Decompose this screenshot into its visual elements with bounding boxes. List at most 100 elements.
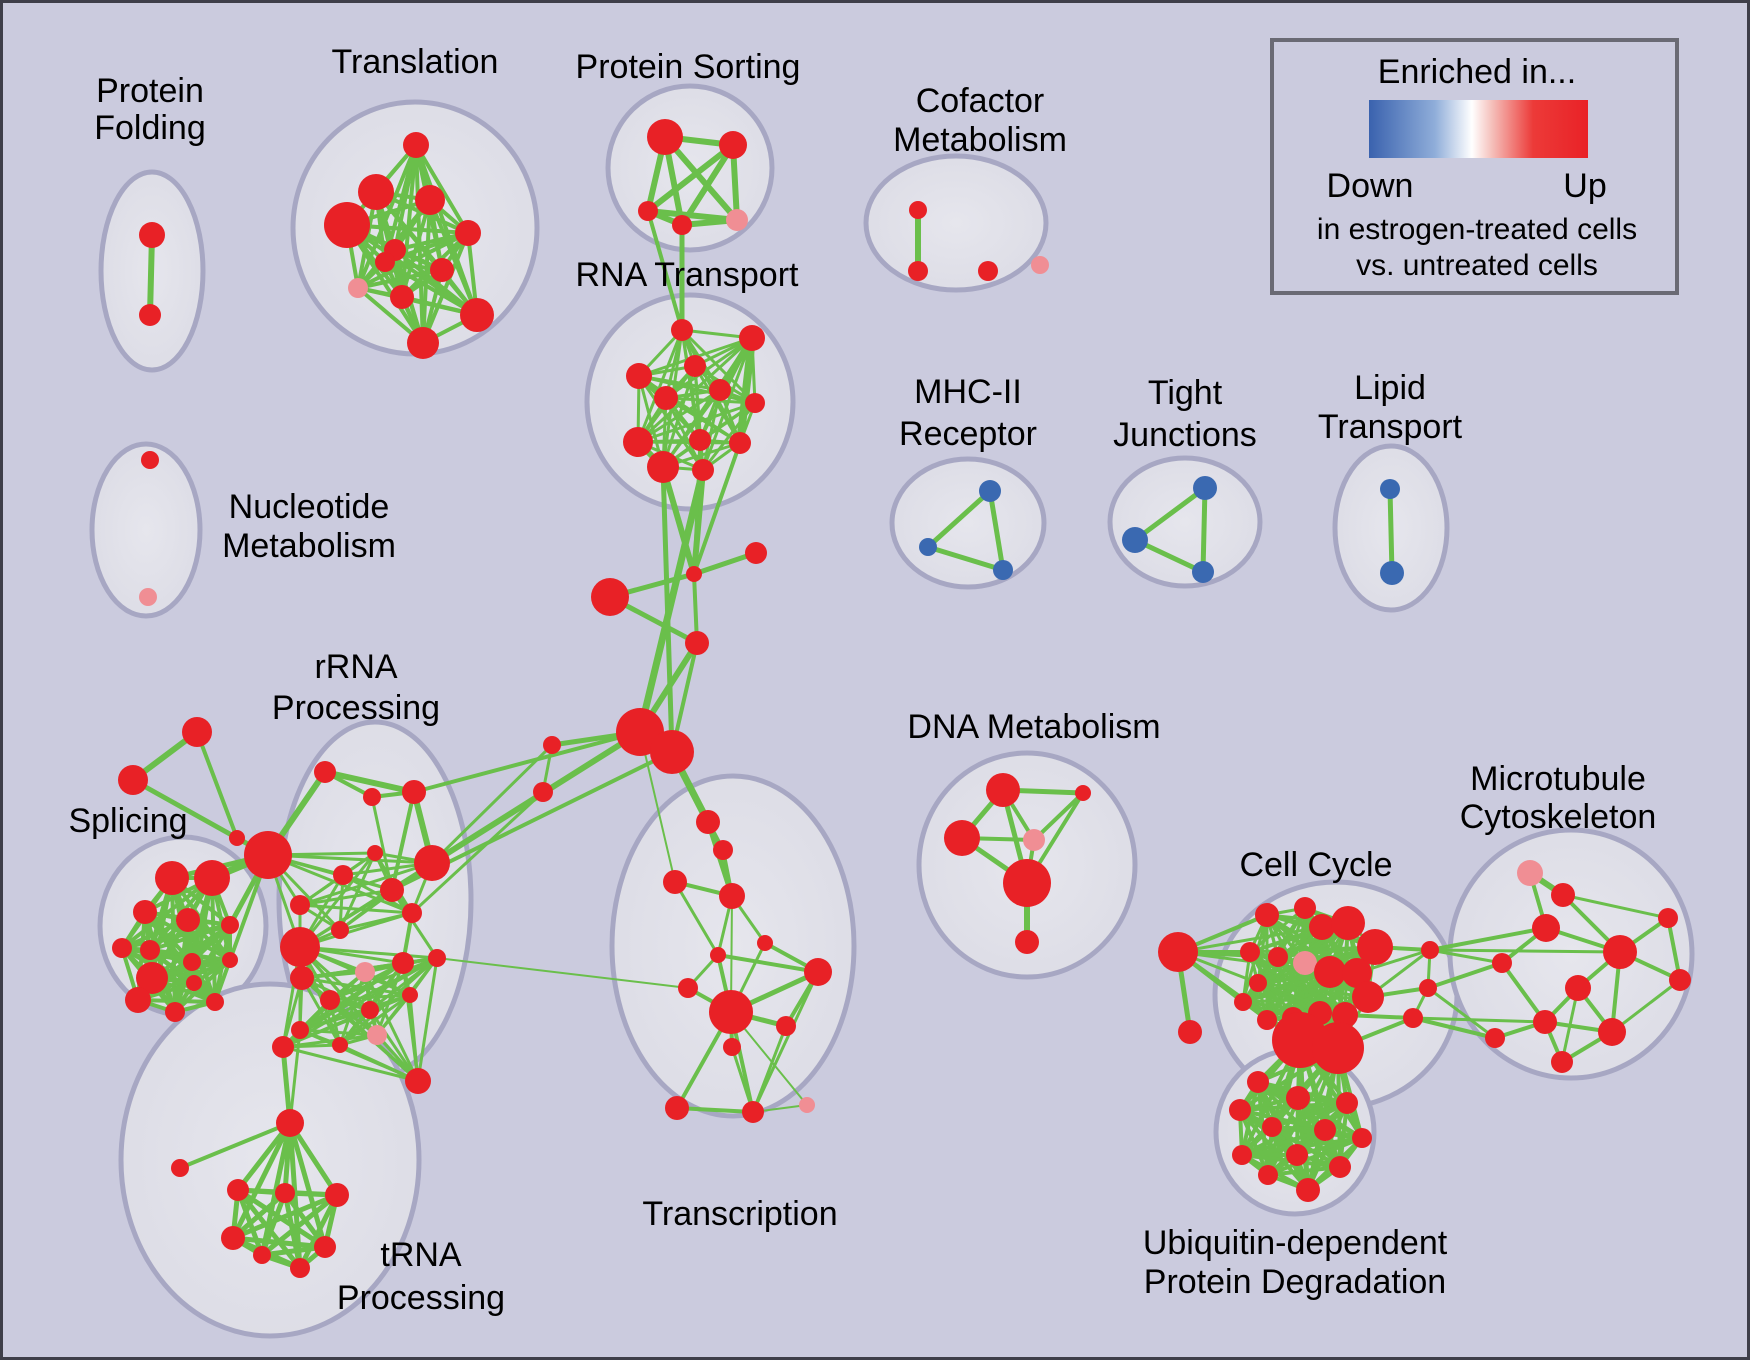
gene-set-node-tl8 [348,278,368,298]
edge-tl6-tl11 [421,231,470,345]
gene-set-node-rr3 [402,780,426,804]
cluster-label-dna-metabolism: DNA Metabolism [907,708,1160,746]
edge-mt8-mt12 [1610,978,1682,1034]
edge-hub1-rr3 [412,730,642,794]
gene-set-node-ct4 [685,631,709,655]
cluster-label-mhc-ii-receptor: MHC-II Receptor [899,373,1037,453]
gene-set-node-rt7 [745,393,765,413]
gene-set-node-sp12 [165,1002,185,1022]
gene-set-node-rr20 [367,1025,387,1045]
gene-set-node-dm3 [1075,785,1091,801]
gene-set-node-ub6 [1314,1119,1336,1141]
cluster-ellipse-tight-junctions [1107,455,1263,589]
gene-set-node-rt8 [623,427,653,457]
gene-set-node-cc2 [1178,1020,1202,1044]
gene-set-node-co3 [978,261,998,281]
edge-sp2-sp6 [120,876,214,950]
gene-set-node-sat2 [533,782,553,802]
edge-rr8-rr13 [298,903,414,915]
gene-set-node-rt12 [692,459,714,481]
gene-set-node-mh2 [919,538,937,556]
legend-box [1270,38,1679,295]
edge-tk0-tk4 [230,1120,293,1241]
edge-rr1-rr3 [322,769,417,795]
gene-set-node-tx6 [710,947,726,963]
edge-tk2-tk5 [259,1190,288,1258]
edge-dm3-dm4 [1032,791,1085,842]
gene-set-node-sp2 [194,860,230,896]
edge-mh1-mh3 [987,488,1006,573]
gene-set-node-ub12 [1296,1178,1320,1202]
gene-set-node-ub9 [1286,1144,1308,1166]
gene-set-node-rr4 [367,845,383,861]
edge-rr16-rr21 [408,993,420,1083]
edge-tk0-ti0 [178,1121,292,1170]
edge-rr17-rr20 [298,1028,379,1037]
edge-tx6-tx7 [716,953,820,974]
gene-set-node-sp14 [222,952,238,968]
edge-rr7-rh2 [298,861,434,949]
gene-set-node-cc4 [1294,897,1316,919]
edge-ccn3-mt9 [1411,1016,1497,1040]
gene-set-node-sp3 [133,900,157,924]
gene-set-node-cc13 [1352,981,1384,1013]
edge-sp12-sp14 [173,958,232,1014]
edge-tl5-tl9 [400,198,432,299]
gene-set-node-cc3 [1255,903,1279,927]
gene-set-node-tl12 [375,252,395,272]
edge-lt1-lt2 [1387,486,1395,576]
gene-set-node-ub1 [1247,1071,1269,1093]
edge-ccn2-mt5 [1426,961,1504,990]
gene-set-node-tk0 [276,1109,304,1137]
cluster-label-trna-processing: tRNA Processing [337,1236,505,1317]
gene-set-node-rt10 [729,432,751,454]
gene-set-node-lt1 [1380,479,1400,499]
edge-rr16-rr19 [281,993,412,1049]
edge-tk0-tk3 [287,1120,340,1198]
cluster-label-cofactor-metabolism: Cofactor Metabolism [893,82,1067,159]
gene-set-node-rt4 [626,363,652,389]
cluster-label-protein-sorting: Protein Sorting [576,48,801,86]
gene-set-node-sp9 [136,962,168,994]
edge-ub7-ub11 [1266,1136,1364,1177]
edge-tx11-tx13 [730,1045,755,1114]
gene-set-node-co1 [909,201,927,219]
gene-set-node-rr15 [361,1001,379,1019]
edge-rr18-rr21 [338,1043,420,1083]
gene-set-node-ub11 [1258,1165,1278,1185]
cluster-label-tight-junctions: Tight Junctions [1113,374,1257,454]
gene-set-node-tx14 [799,1097,815,1113]
gene-set-node-tx12 [665,1096,689,1120]
gene-set-node-mt12 [1669,969,1691,991]
edge-ps2-ps4 [679,142,736,228]
edge-tk3-tk7 [297,1192,340,1271]
gene-set-node-mt2 [1551,883,1575,907]
edge-tx8-rr11 [436,957,689,989]
cluster-ellipse-nucleotide-metabolism [89,441,203,619]
gene-set-node-mt10 [1551,1051,1573,1073]
gene-set-node-cc11 [1314,956,1346,988]
edge-ub10-ub11 [1266,1165,1342,1177]
gene-set-node-sp8 [183,953,201,971]
gene-set-node-dm5 [1003,859,1051,907]
cluster-label-protein-folding: Protein Folding [94,72,206,147]
edge-hub1-tx3 [639,731,676,883]
gene-set-node-ub4 [1229,1099,1251,1121]
legend-up-label: Up [1563,167,1606,205]
legend-down-label: Down [1327,167,1414,205]
gene-set-node-rr5 [333,865,353,885]
gene-set-node-tri2 [118,765,148,795]
gene-set-node-ccn2 [1419,979,1437,997]
gene-set-node-ub10 [1329,1156,1351,1178]
gene-set-node-co4 [1031,256,1049,274]
gene-set-node-dm2 [944,820,980,856]
gene-set-node-pf2 [139,304,161,326]
cluster-label-rrna-processing: rRNA Processing [272,648,440,727]
gene-set-node-tri1 [182,717,212,747]
gene-set-node-mt7 [1533,1010,1557,1034]
gene-set-node-rt11 [647,451,679,483]
gene-set-node-ub2 [1286,1086,1310,1110]
